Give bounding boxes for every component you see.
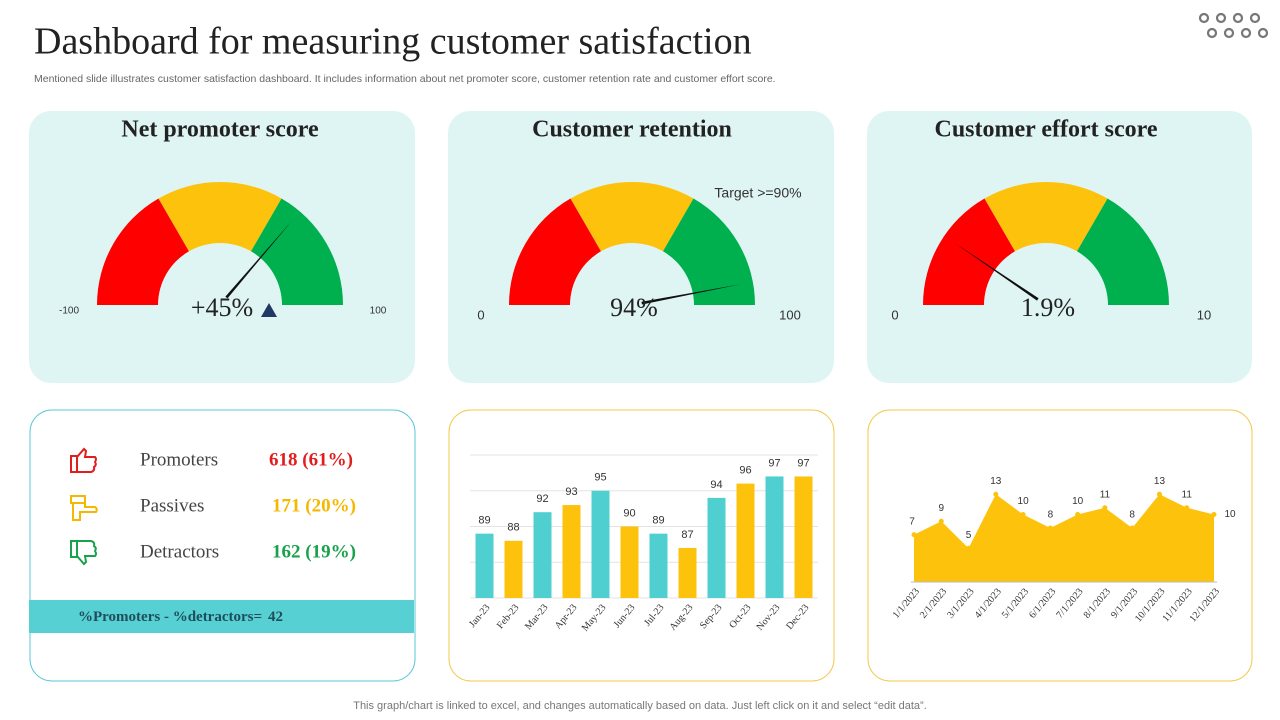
row-value: 171 (20%)	[272, 495, 356, 516]
bar	[794, 476, 813, 598]
footer: This graph/chart is linked to excel, and…	[353, 700, 927, 712]
bar-label: 94	[710, 479, 722, 491]
point-label: 13	[990, 476, 1002, 487]
gauge-value: +45%	[191, 293, 253, 322]
bar-label: 90	[623, 507, 635, 519]
bar	[475, 533, 494, 598]
point	[1020, 512, 1026, 517]
gauge-band	[984, 182, 1108, 252]
gauge-value: 1.9%	[1021, 293, 1075, 322]
row-label: Promoters	[140, 449, 218, 470]
gauge-value: 94%	[610, 293, 658, 322]
formula: %Promoters - %detractors= 42	[78, 609, 283, 625]
point	[1129, 525, 1135, 531]
point	[1102, 505, 1108, 511]
gauge-band	[509, 198, 601, 305]
bar-label: 92	[536, 493, 548, 505]
bar	[707, 497, 726, 598]
gauge-min: 0	[891, 307, 898, 322]
bar	[533, 512, 552, 598]
row-label: Passives	[140, 495, 204, 516]
gauge-needle	[954, 242, 1039, 301]
bar-label: 87	[681, 529, 693, 541]
point	[1156, 491, 1162, 497]
point	[966, 545, 972, 551]
point-label: 10	[1018, 496, 1030, 507]
point-label: 8	[1048, 510, 1054, 521]
point	[1047, 525, 1053, 531]
bar-label: 93	[565, 486, 577, 498]
bar-label: 88	[507, 522, 519, 534]
bar	[562, 505, 581, 598]
panel	[29, 111, 415, 383]
gauge-band	[1077, 198, 1169, 305]
gauge-min: -100	[59, 306, 79, 317]
bar	[765, 476, 784, 598]
gauge-band	[158, 182, 282, 252]
bar	[504, 540, 523, 598]
point	[1211, 512, 1217, 517]
trend-icon	[261, 303, 277, 317]
point-label: 7	[909, 516, 915, 527]
bar	[620, 526, 639, 598]
neutral-icon	[70, 495, 98, 521]
point	[993, 491, 999, 497]
logo	[1198, 12, 1269, 39]
point-label: 8	[1129, 510, 1135, 521]
bar	[649, 533, 668, 598]
bar-label: 89	[478, 515, 490, 527]
gauge-needle	[225, 220, 292, 299]
gauge-max: 10	[1197, 307, 1211, 322]
gauge-band	[663, 198, 755, 305]
gauge-band	[570, 182, 694, 252]
panel	[867, 111, 1252, 383]
title: Dashboard for measuring customer satisfa…	[34, 21, 752, 63]
point-label: 11	[1182, 489, 1193, 500]
row-value: 618 (61%)	[269, 449, 353, 470]
row-label: Detractors	[140, 541, 219, 562]
area	[914, 494, 1214, 582]
bar-label: 95	[594, 472, 606, 484]
thumbs-up-icon	[70, 447, 97, 473]
bar-label: 89	[652, 515, 664, 527]
formula-bar	[29, 600, 414, 633]
bar	[736, 483, 755, 598]
gauge-band	[97, 198, 189, 305]
point	[938, 518, 944, 524]
point	[911, 532, 917, 538]
point-label: 9	[938, 503, 944, 514]
gauge-max: 100	[779, 307, 801, 322]
subtitle: Mentioned slide illustrates customer sat…	[34, 73, 776, 85]
point	[1184, 505, 1190, 511]
gauge-band	[923, 198, 1015, 305]
point	[1075, 512, 1081, 517]
bar	[591, 490, 610, 598]
bar-label: 96	[739, 465, 751, 477]
gauge-band	[251, 198, 343, 305]
bar	[678, 547, 697, 598]
gauge-needle	[641, 284, 741, 305]
gauge-title: Net promoter score	[121, 117, 319, 143]
gauge-max: 100	[370, 306, 387, 317]
panel	[29, 409, 416, 682]
point-label: 5	[966, 530, 972, 541]
gauge-title: Customer retention	[532, 117, 732, 143]
thumbs-down-icon	[70, 540, 97, 566]
bar-label: 97	[797, 457, 809, 469]
point-label: 11	[1100, 489, 1111, 500]
point-label: 10	[1224, 509, 1236, 520]
point-label: 10	[1072, 496, 1084, 507]
gauge-title: Customer effort score	[934, 117, 1157, 143]
bar-label: 97	[768, 457, 780, 469]
point-label: 13	[1154, 476, 1166, 487]
row-value: 162 (19%)	[272, 541, 356, 562]
gauge-note: Target >=90%	[714, 185, 801, 201]
gauge-min: 0	[477, 307, 484, 322]
panel	[448, 111, 834, 383]
panel	[448, 409, 835, 682]
